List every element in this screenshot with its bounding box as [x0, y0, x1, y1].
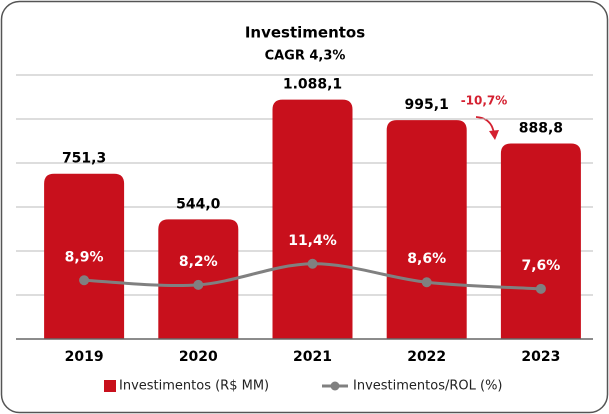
bar-value-label: 751,3 [62, 151, 106, 167]
bar-value-label: 995,1 [405, 97, 449, 113]
chart-subtitle: CAGR 4,3% [265, 49, 346, 64]
line-point [193, 279, 204, 290]
legend-label: Investimentos/ROL (%) [353, 379, 503, 394]
line-value-label: 11,4% [288, 233, 337, 249]
x-tick-label: 2021 [293, 349, 332, 365]
line-value-label: 7,6% [521, 258, 560, 274]
chart-title: Investimentos [245, 24, 365, 42]
x-tick-label: 2023 [521, 349, 560, 365]
bar-value-label: 888,8 [519, 120, 563, 136]
line-point [421, 277, 432, 288]
annotation-arrowhead [489, 130, 499, 140]
line-value-label: 8,2% [179, 254, 218, 270]
bar [158, 219, 239, 339]
x-tick-label: 2019 [65, 349, 104, 365]
bar [272, 99, 353, 339]
annotation: -10,7% [461, 94, 508, 108]
bar-value-label: 544,0 [176, 196, 221, 212]
line-point [307, 258, 318, 269]
line-value-label: 8,9% [65, 249, 104, 265]
bar [44, 173, 125, 339]
line-point [535, 283, 546, 294]
line-value-label: 8,6% [407, 251, 446, 267]
bar [386, 120, 467, 339]
legend-swatch [104, 380, 116, 392]
bar [500, 143, 581, 339]
line-point [79, 275, 90, 286]
x-tick-label: 2022 [407, 349, 446, 365]
x-tick-label: 2020 [179, 349, 218, 365]
bar-value-label: 1.088,1 [283, 77, 342, 93]
legend-label: Investimentos (R$ MM) [119, 379, 269, 394]
legend-marker [330, 381, 340, 391]
